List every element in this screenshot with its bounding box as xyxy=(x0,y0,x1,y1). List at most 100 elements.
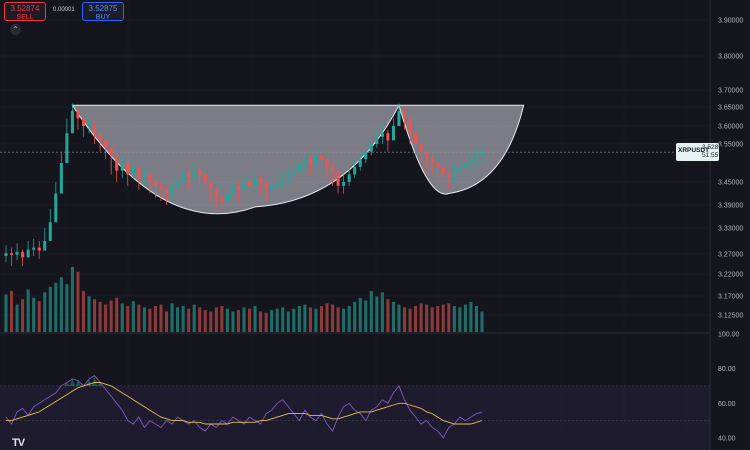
price-tick-label: 3.45000 xyxy=(718,180,743,187)
handle-shape xyxy=(398,104,525,195)
candle-body xyxy=(430,159,434,163)
candle-body xyxy=(32,247,36,250)
price-tick-label: 3.55000 xyxy=(718,142,743,149)
price-axis[interactable]: 3.90000 3.80000 3.70000 3.65000 3.60000 3.550… xyxy=(718,18,743,320)
candle-body xyxy=(386,133,390,141)
candle-body xyxy=(153,182,157,186)
volume-bar xyxy=(59,277,63,332)
candle-body xyxy=(120,163,124,171)
buy-button[interactable]: 3.52875 BUY xyxy=(82,2,124,21)
candle-body xyxy=(347,174,351,182)
price-tick-label: 3.39000 xyxy=(718,203,743,210)
volume-bar xyxy=(48,286,52,332)
candle-body xyxy=(176,182,180,186)
candle-body xyxy=(81,118,86,126)
rsi-band xyxy=(0,385,710,450)
candle-body xyxy=(126,163,130,175)
volume-bar xyxy=(164,311,169,332)
price-tick-label: 3.65000 xyxy=(718,105,743,112)
price-tick-label: 3.22000 xyxy=(718,272,743,279)
rsi-tick-label: 80.00 xyxy=(718,366,736,373)
price-tick-label: 3.33000 xyxy=(718,226,743,233)
sell-button[interactable]: 3.52874 SELL xyxy=(4,2,46,21)
volume-bar xyxy=(342,308,346,332)
volume-bar xyxy=(314,308,318,332)
candle-body xyxy=(419,144,423,152)
volume-bar xyxy=(98,301,102,332)
candle-body xyxy=(286,174,290,179)
candle-body xyxy=(469,159,473,163)
rsi-axis[interactable]: 100.00 80.00 60.00 40.00 xyxy=(718,332,740,443)
candle-body xyxy=(297,163,301,171)
last-price-tag: XRPUSDT 3.52852 51:55 xyxy=(676,143,726,162)
candle-body xyxy=(270,185,274,190)
buy-label: BUY xyxy=(95,14,111,21)
volume-bar xyxy=(452,306,456,332)
candle-body xyxy=(447,174,451,179)
candle-body xyxy=(104,140,108,148)
price-tick-label: 3.27000 xyxy=(718,252,743,259)
volume-bar xyxy=(264,312,268,332)
candle-body xyxy=(48,222,52,241)
volume-bar xyxy=(181,306,185,332)
last-price: 3.52852 xyxy=(702,144,726,152)
candle-body xyxy=(181,174,185,182)
volume-bar xyxy=(480,311,484,332)
volume-bar xyxy=(248,308,252,332)
volume-bar xyxy=(131,301,135,332)
volume-bar xyxy=(115,297,119,332)
symbol-label: XRPUSDT xyxy=(678,147,710,155)
volume-bar xyxy=(319,306,324,332)
candle-body xyxy=(380,133,384,137)
volume-bar xyxy=(375,296,379,332)
chevron-up-icon[interactable]: ⌃ xyxy=(10,24,21,35)
candle-body xyxy=(70,110,74,134)
candle-body xyxy=(115,155,119,171)
volume-bar xyxy=(436,306,440,332)
price-tick-label: 3.60000 xyxy=(718,124,743,131)
volume-bar xyxy=(347,306,351,332)
candle-body xyxy=(87,122,91,126)
volume-bar xyxy=(303,304,307,332)
candle-body xyxy=(358,159,362,167)
volume-bar xyxy=(402,307,407,332)
candle-body xyxy=(59,163,63,194)
candle-body xyxy=(21,251,25,258)
rsi-tick-label: 40.00 xyxy=(718,435,736,442)
volume-bar xyxy=(397,304,401,332)
volume-bar xyxy=(419,303,423,332)
volume-bar xyxy=(192,304,196,332)
volume-bar xyxy=(364,300,368,332)
candle-body xyxy=(402,110,407,119)
candle-body xyxy=(369,144,373,152)
candle-body xyxy=(331,166,335,171)
volume-bar xyxy=(43,292,47,332)
volume-bar xyxy=(120,303,124,332)
candle-body xyxy=(458,166,462,171)
volume-bar xyxy=(463,304,467,332)
candle-body xyxy=(259,178,263,182)
candlesticks xyxy=(4,103,484,266)
candle-body xyxy=(137,166,141,179)
volume-bar xyxy=(281,307,285,332)
candle-body xyxy=(98,133,102,141)
candle-body xyxy=(231,185,235,194)
volume-bars xyxy=(4,267,484,332)
candle-body xyxy=(308,159,312,163)
volume-bar xyxy=(10,290,14,332)
price-tick-label: 3.12500 xyxy=(718,313,743,320)
volume-bar xyxy=(32,297,36,332)
buy-price: 3.52875 xyxy=(88,4,118,13)
rsi-tick-label: 60.00 xyxy=(718,401,736,408)
tradingview-logo[interactable]: TV xyxy=(12,437,25,449)
candle-body xyxy=(170,185,174,194)
candle-body xyxy=(436,163,440,167)
candle-body xyxy=(303,159,307,163)
volume-bar xyxy=(242,307,246,332)
spread-value: 0.00001 xyxy=(53,7,75,13)
volume-bar xyxy=(231,311,235,332)
volume-bar xyxy=(253,306,257,332)
rsi-pane xyxy=(0,375,710,450)
